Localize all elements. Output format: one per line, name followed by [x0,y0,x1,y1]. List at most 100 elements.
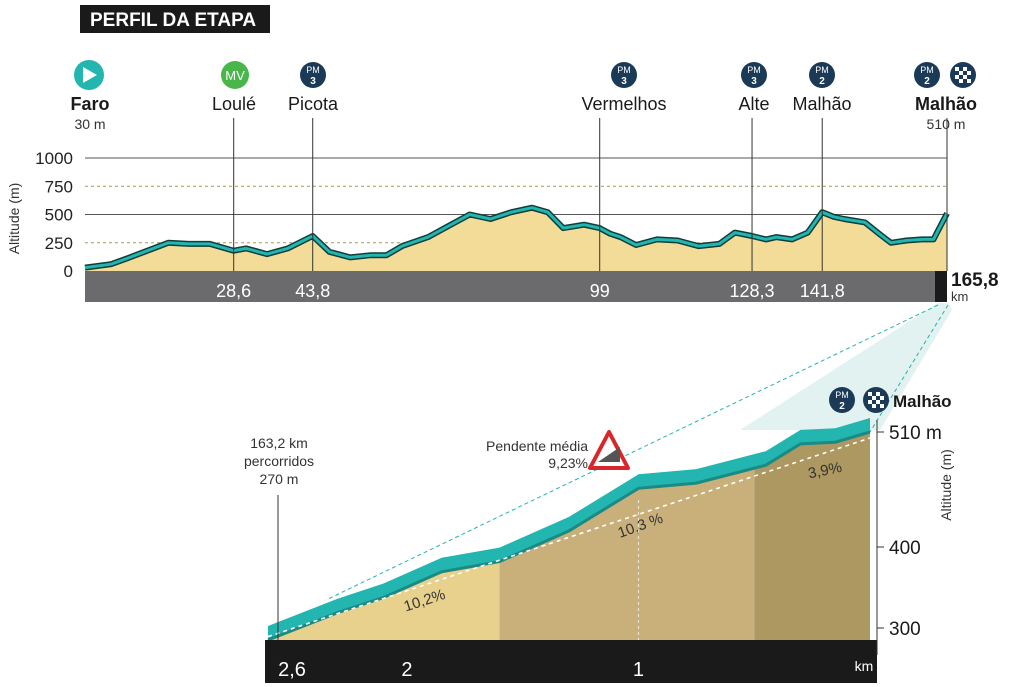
mountain-cat3-icon: PM3 [741,62,767,88]
mountain-cat2-icon: PM2 [809,62,835,88]
distance-band [85,271,935,302]
pm-badge-bg [829,387,855,413]
km-mark-label: 128,3 [730,281,775,301]
y-tick-label: 750 [45,177,73,196]
pm-badge-bg [741,62,767,88]
climb-y-tick-label: 510 m [889,423,942,444]
pm-badge-text: PM [920,65,934,75]
finish-flag-square [868,400,872,404]
climb-y-tick-label: 400 [889,538,921,559]
y-tick-label: 500 [45,206,73,225]
start-flag-arrow [83,67,97,83]
place-label: Malhão [915,94,977,114]
profile-line [84,206,949,270]
climb-x-tick: 2,6 [278,659,306,681]
climb-finish-name: Malhão [893,392,952,411]
finish-flag-square [876,392,880,396]
finish-flag-square [959,79,963,83]
climb-section-fill [754,432,870,655]
place-label: Alte [738,94,769,114]
climb-section-fill [268,561,500,655]
pm-badge-text: PM [617,65,631,75]
climb-start-text: percorridos [244,453,314,469]
place-altitude: 510 m [927,116,966,132]
page-title: PERFIL DA ETAPA [90,10,256,31]
place-label: Vermelhos [581,94,666,114]
place-label: Picota [288,94,339,114]
mountain-cat3-icon: PM3 [611,62,637,88]
y-tick-label: 0 [64,262,73,281]
average-gradient-line [267,437,871,638]
climb-road-band [268,418,870,640]
pm-badge-bg [914,62,940,88]
pm-badge-category: 2 [819,76,825,87]
warning-triangle [588,430,630,470]
finish-distance-unit: km [951,289,968,304]
finish-flag-square [872,396,876,400]
climb-x-tick: 2 [401,659,412,681]
mountain-cat2-icon: PM2 [914,62,940,88]
pm-badge-category: 3 [621,76,627,87]
finish-distance: 165,8 [951,270,999,291]
pm-badge-bg [300,62,326,88]
finish-flag-icon [950,62,976,88]
pm-badge-text: PM [815,65,829,75]
climb-y-axis-label: Altitude (m) [938,449,954,521]
finish-band [935,271,947,302]
sprint-badge-text: MV [225,68,245,83]
place-label: Faro [70,94,109,114]
start-flag-icon [74,60,104,90]
finish-flag-square [955,75,959,79]
climb-x-tick: 1 [633,659,644,681]
y-tick-label: 1000 [35,149,73,168]
pm-badge-text: PM [306,65,320,75]
finish-flag-square [880,396,884,400]
km-mark-label: 141,8 [800,281,845,301]
pm-badge-category: 2 [839,401,845,412]
zoom-guide-left [325,304,939,601]
place-label: Loulé [212,94,256,114]
finish-flag-square [967,71,971,75]
km-mark-label: 43,8 [295,281,330,301]
climb-section-fill [499,468,755,655]
gradient-label: 3,9% [807,459,844,483]
climb-finish-flag-icon [863,387,889,413]
km-mark-label: 28,6 [216,281,251,301]
warning-slope [598,447,620,462]
climb-y-tick-label: 300 [889,619,921,640]
finish-flag-square [955,67,959,71]
profile-area [85,207,947,271]
climb-start-km: 163,2 km [250,435,308,451]
finish-flag-square [868,392,872,396]
stage-profile-chart: 0 250 500 750 1000 Altitude (m) 165,8km 28,6 43,… [6,60,999,304]
pm-badge-category: 3 [751,76,757,87]
pm-badge-category: 2 [924,76,930,87]
climb-start-altitude: 270 m [260,471,299,487]
km-mark-label: 99 [590,281,610,301]
pm-badge-category: 3 [310,76,316,87]
zoom-shade [740,303,952,430]
avg-gradient-value: 9,23% [548,455,588,471]
climb-mountain-cat2-icon: PM2 [829,387,855,413]
place-altitude: 30 m [74,116,105,132]
gradient-warning-icon [588,430,630,470]
title-bar [80,5,270,33]
climb-road-edge [267,430,871,642]
climb-x-unit: km [855,658,874,674]
pm-badge-text: PM [835,390,849,400]
sprint-icon: MV [221,61,249,89]
finish-flag-square [963,75,967,79]
y-tick-label: 250 [45,234,73,253]
pm-badge-bg [611,62,637,88]
place-label: Malhão [792,94,851,114]
finish-flag-square [872,404,876,408]
finish-flag-square [876,400,880,404]
avg-gradient-label: Pendente média [486,438,588,454]
finish-flag-square [963,67,967,71]
finish-flag-square [959,71,963,75]
finish-flag-square [967,79,971,83]
pm-badge-text: PM [747,65,761,75]
y-axis-label: Altitude (m) [6,183,22,255]
